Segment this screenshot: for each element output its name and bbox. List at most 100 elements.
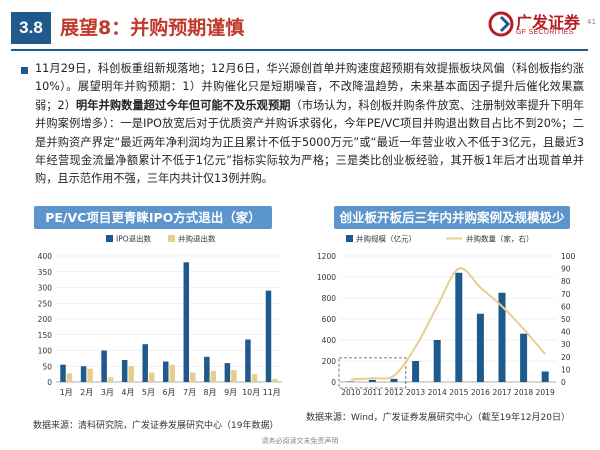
x-tick-label: 11月 bbox=[263, 388, 281, 397]
header-divider bbox=[11, 49, 588, 51]
bullet-part-1: 11月29日，科创板重组新规落地；12月6日，华兴源创首单并购速度超预期有效提振… bbox=[35, 62, 584, 112]
y-tick-label: 300 bbox=[38, 284, 53, 293]
y-left-tick-label: 600 bbox=[322, 315, 337, 324]
x-tick-label: 5月 bbox=[142, 388, 155, 397]
legend-label: 并购规模（亿元） bbox=[356, 234, 416, 244]
x-tick-label: 2015 bbox=[449, 388, 468, 397]
bar-ma-size bbox=[520, 333, 528, 382]
bullet-text: 11月29日，科创板重组新规落地；12月6日，华兴源创首单并购速度超预期有效提振… bbox=[35, 60, 584, 189]
y-left-tick-label: 1200 bbox=[317, 252, 336, 261]
bar-ma bbox=[190, 372, 196, 382]
x-tick-label: 2017 bbox=[492, 388, 511, 397]
bar-ma-size bbox=[476, 313, 484, 382]
bar-ipo bbox=[101, 350, 107, 382]
bar-ma bbox=[128, 366, 134, 382]
left-chart-source: 数据来源：清科研究院，广发证券发展研究中心（19年数据） bbox=[33, 421, 279, 431]
y-tick-label: 200 bbox=[38, 315, 53, 324]
y-right-tick-label: 10 bbox=[561, 365, 571, 374]
y-left-tick-label: 200 bbox=[322, 357, 337, 366]
bar-ma bbox=[272, 378, 278, 382]
x-tick-label: 2010 bbox=[341, 388, 360, 397]
x-tick-label: 10月 bbox=[242, 388, 260, 397]
bar-ma-size bbox=[412, 361, 420, 382]
page-number: 41 bbox=[587, 18, 596, 26]
x-tick-label: 4月 bbox=[121, 388, 134, 397]
y-left-tick-label: 1000 bbox=[317, 273, 336, 282]
gem-ma-chart: 0 200 400 600 800 1000 1200 0 10 20 30 40 50 60 70 80 90… bbox=[317, 234, 576, 398]
footer-disclaimer: 请务必阅读文末免责声明 bbox=[261, 437, 339, 445]
right-chart-source: 数据来源：Wind，广发证券发展研究中心（截至19年12月20日） bbox=[306, 413, 570, 423]
y-right-tick-label: 0 bbox=[561, 378, 566, 387]
bar-ma bbox=[169, 364, 175, 382]
highlight-box bbox=[338, 357, 407, 389]
line-ma-count bbox=[350, 267, 546, 381]
bar-ipo bbox=[183, 262, 190, 382]
legend-swatch bbox=[168, 235, 175, 242]
page-title: 展望8：并购预期谨慎 bbox=[60, 17, 245, 39]
y-left-tick-label: 800 bbox=[322, 294, 337, 303]
y-right-tick-label: 60 bbox=[561, 302, 571, 311]
bullet-marker bbox=[21, 67, 28, 74]
bar-ma bbox=[231, 370, 237, 382]
y-tick-label: 150 bbox=[38, 331, 53, 340]
x-tick-label: 2011 bbox=[363, 388, 382, 397]
left-chart-title: PE/VC项目更青睐IPO方式退出（家） bbox=[34, 206, 272, 229]
y-tick-label: 350 bbox=[38, 268, 53, 277]
bar-ma bbox=[251, 374, 258, 382]
y-tick-label: 0 bbox=[47, 378, 52, 387]
x-tick-label: 6月 bbox=[162, 388, 175, 397]
x-tick-label: 8月 bbox=[204, 388, 217, 397]
x-tick-label: 1月 bbox=[60, 388, 73, 397]
legend-label: 并购退出数 bbox=[178, 234, 216, 244]
bar-ipo bbox=[265, 290, 272, 382]
section-number: 3.8 bbox=[11, 12, 51, 44]
legend-label: IPO退出数 bbox=[116, 234, 152, 244]
bullet-paragraph: 11月29日，科创板重组新规落地；12月6日，华兴源创首单并购速度超预期有效提振… bbox=[18, 60, 584, 189]
bullet-bold: 明年并购数量超过今年但可能不及乐观预期 bbox=[76, 98, 291, 112]
y-right-tick-label: 90 bbox=[561, 265, 571, 274]
right-chart-title: 创业板开板后三年内并购案例及规模极少 bbox=[334, 206, 570, 229]
y-left-tick-label: 0 bbox=[331, 378, 336, 387]
bar-ma-size bbox=[541, 371, 549, 382]
bar-ipo bbox=[80, 366, 87, 382]
y-left-tick-label: 400 bbox=[322, 336, 337, 345]
x-tick-label: 2014 bbox=[428, 388, 447, 397]
x-tick-label: 7月 bbox=[183, 388, 196, 397]
bar-ipo bbox=[60, 364, 66, 382]
x-tick-label: 2013 bbox=[406, 388, 425, 397]
logo-name-cn: 广发证券 bbox=[516, 13, 581, 32]
bar-ma-size bbox=[498, 292, 506, 382]
bar-ma-size bbox=[433, 340, 441, 382]
y-tick-label: 100 bbox=[38, 347, 53, 356]
pe-vc-exit-chart: 0 50 100 150 200 250 300 350 400 1月 2月 3月 4月 5月 6月 7月 8月… bbox=[38, 234, 282, 397]
bar-ma-size bbox=[455, 272, 463, 382]
y-right-tick-label: 30 bbox=[561, 340, 571, 349]
logo-name-en: GF SECURITIES bbox=[516, 29, 574, 36]
bar-ma bbox=[148, 372, 155, 382]
bar-ma bbox=[66, 373, 73, 382]
x-tick-label: 3月 bbox=[101, 388, 114, 397]
y-right-tick-label: 100 bbox=[561, 252, 576, 261]
bar-ipo bbox=[121, 359, 128, 382]
legend-swatch bbox=[346, 235, 353, 242]
bar-ipo bbox=[142, 344, 148, 382]
legend-label: 并购数量（家，右） bbox=[466, 234, 534, 244]
y-right-tick-label: 50 bbox=[561, 315, 571, 324]
bar-ipo bbox=[163, 361, 169, 382]
bar-ma-size bbox=[390, 378, 398, 382]
x-tick-label: 2018 bbox=[514, 388, 533, 397]
x-tick-label: 9月 bbox=[224, 388, 237, 397]
bar-ma bbox=[210, 370, 217, 382]
x-tick-label: 2月 bbox=[80, 388, 93, 397]
y-right-tick-label: 20 bbox=[561, 353, 571, 362]
bar-ma-size bbox=[368, 379, 376, 382]
y-right-tick-label: 80 bbox=[561, 277, 571, 286]
y-tick-label: 250 bbox=[38, 299, 53, 308]
y-right-tick-label: 70 bbox=[561, 290, 571, 299]
y-tick-label: 400 bbox=[38, 252, 53, 261]
bar-ma bbox=[87, 368, 93, 382]
gf-logo-icon bbox=[488, 11, 514, 37]
bar-ipo bbox=[204, 356, 210, 382]
bar-ipo bbox=[245, 339, 251, 382]
bar-ipo bbox=[224, 363, 231, 382]
